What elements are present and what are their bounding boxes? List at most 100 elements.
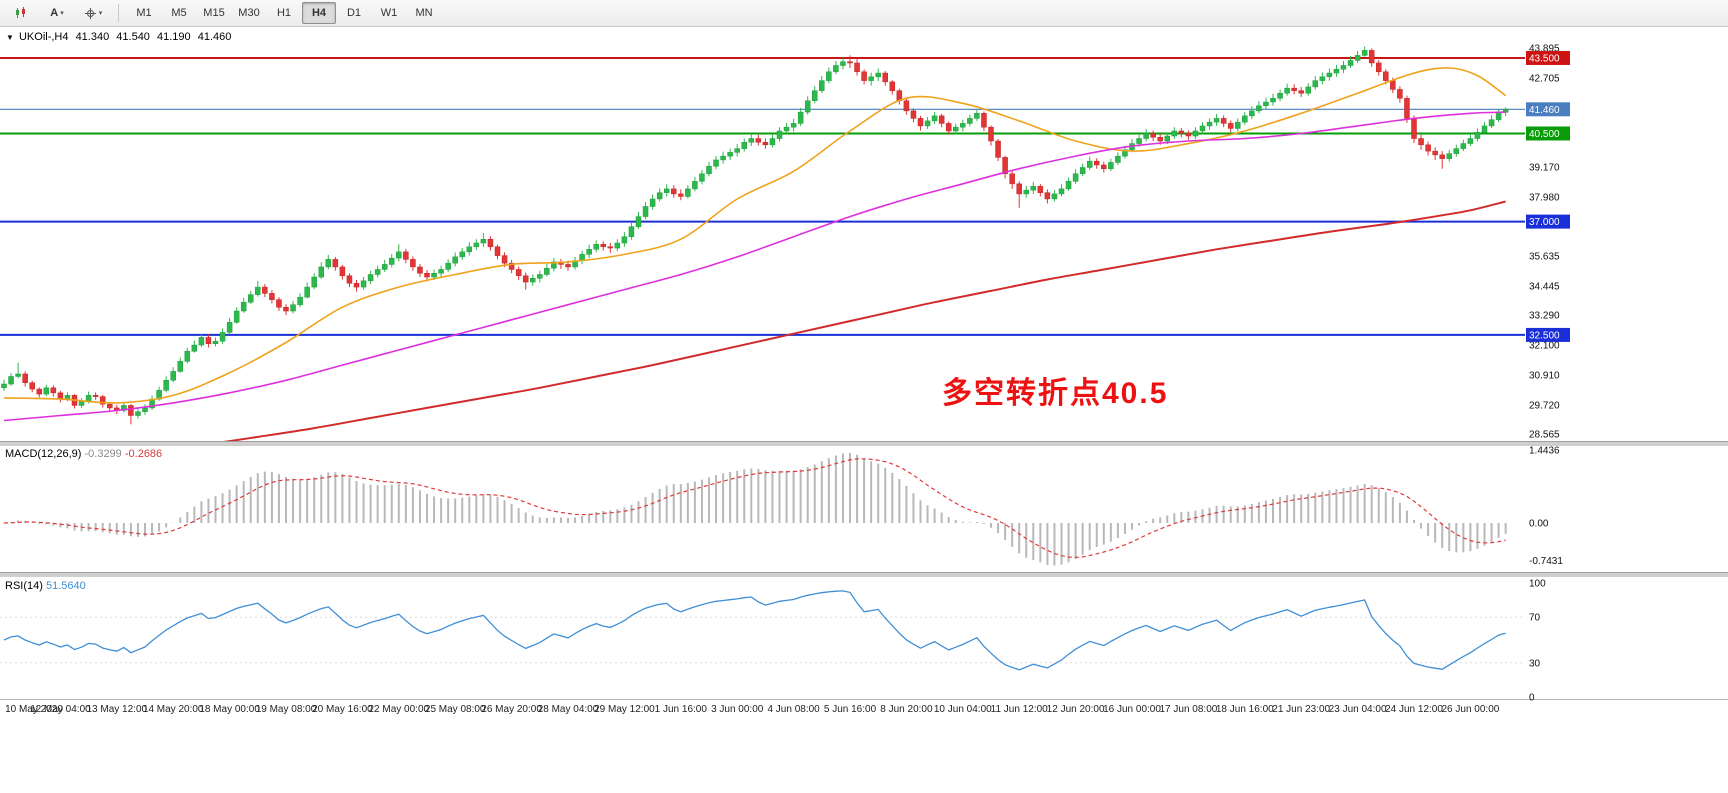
svg-text:1 Jun 16:00: 1 Jun 16:00: [655, 704, 708, 715]
svg-text:28 May 04:00: 28 May 04:00: [538, 704, 599, 715]
timeframe-button-m15[interactable]: M15: [203, 7, 225, 19]
svg-text:3 Jun 00:00: 3 Jun 00:00: [711, 704, 764, 715]
timeframe-group: M1 M5 M15 M30 H1 H4 D1 W1 MN: [127, 2, 441, 24]
svg-text:21 Jun 23:00: 21 Jun 23:00: [1272, 704, 1330, 715]
quote-close: 41.460: [197, 31, 232, 43]
top-toolbar: A ▾ ▾ M1 M5 M15 M30 H1 H4 D1 W1 MN: [0, 0, 1728, 27]
svg-text:4 Jun 08:00: 4 Jun 08:00: [767, 704, 820, 715]
svg-text:11 Jun 12:00: 11 Jun 12:00: [991, 704, 1049, 715]
ma-fast-orange: [3, 67, 1507, 404]
timeframe-button-h1[interactable]: H1: [276, 7, 292, 19]
quote-low: 41.190: [157, 31, 191, 43]
svg-text:100: 100: [1529, 579, 1546, 590]
svg-text:13 May 12:00: 13 May 12:00: [86, 704, 147, 715]
svg-text:30.910: 30.910: [1529, 370, 1560, 381]
quote-dropdown-icon[interactable]: ▼: [6, 33, 14, 42]
svg-text:29.720: 29.720: [1529, 400, 1560, 411]
quote-symbol-period: UKOil-,H4: [18, 31, 69, 43]
panel-separator[interactable]: [0, 572, 1728, 577]
svg-text:25 May 08:00: 25 May 08:00: [425, 704, 486, 715]
macd-signal-line: [3, 458, 1506, 559]
svg-text:-0.7431: -0.7431: [1529, 556, 1563, 567]
svg-text:34.445: 34.445: [1529, 281, 1560, 292]
svg-text:19 May 08:00: 19 May 08:00: [256, 704, 317, 715]
timeframe-button-w1[interactable]: W1: [380, 7, 398, 19]
svg-text:40.500: 40.500: [1529, 129, 1560, 140]
timeframe-button-h4[interactable]: H4: [302, 2, 336, 24]
svg-text:26 Jun 00:00: 26 Jun 00:00: [1441, 704, 1499, 715]
text-tool-button[interactable]: A ▾: [40, 2, 74, 24]
svg-text:8 Jun 20:00: 8 Jun 20:00: [880, 704, 933, 715]
chart-quote: ▼ UKOil-,H4 41.340 41.540 41.190 41.460: [6, 31, 235, 43]
svg-text:14 May 20:00: 14 May 20:00: [143, 704, 204, 715]
chart-icon: [16, 7, 25, 18]
svg-text:18 May 00:00: 18 May 00:00: [199, 704, 260, 715]
svg-text:29 May 12:00: 29 May 12:00: [594, 704, 655, 715]
svg-text:0: 0: [1529, 693, 1535, 704]
price-badge: 40.500: [1526, 126, 1570, 141]
svg-text:16 Jun 00:00: 16 Jun 00:00: [1103, 704, 1161, 715]
annotation-text: 多空转折点40.5: [942, 377, 1169, 410]
svg-text:43.895: 43.895: [1529, 44, 1560, 55]
svg-text:37.980: 37.980: [1529, 192, 1560, 203]
rsi-name: RSI(14): [5, 580, 43, 592]
macd-signal-value: -0.2686: [124, 448, 163, 460]
svg-text:23 Jun 04:00: 23 Jun 04:00: [1329, 704, 1387, 715]
svg-text:17 Jun 08:00: 17 Jun 08:00: [1159, 704, 1217, 715]
macd-main-value: -0.3299: [84, 448, 122, 460]
svg-text:0.00: 0.00: [1529, 519, 1549, 530]
timeframe-button-m5[interactable]: M5: [171, 7, 187, 19]
svg-text:18 Jun 16:00: 18 Jun 16:00: [1216, 704, 1274, 715]
timeframe-button-m1[interactable]: M1: [136, 7, 152, 19]
caret-down-icon: ▾: [98, 10, 103, 17]
svg-text:12 Jun 20:00: 12 Jun 20:00: [1047, 704, 1105, 715]
price-axis: 43.895 42.705 39.170 37.980 35.635 34.445 33.2…: [1529, 44, 1563, 704]
svg-text:10 Jun 04:00: 10 Jun 04:00: [934, 704, 992, 715]
price-badge: 32.500: [1526, 327, 1570, 342]
svg-text:22 May 00:00: 22 May 00:00: [368, 704, 429, 715]
svg-text:39.170: 39.170: [1529, 162, 1560, 173]
timeframe-button-d1[interactable]: D1: [346, 7, 362, 19]
svg-text:5 Jun 16:00: 5 Jun 16:00: [824, 704, 877, 715]
svg-text:32.100: 32.100: [1529, 340, 1560, 351]
svg-text:28.565: 28.565: [1529, 430, 1560, 441]
panel-separator[interactable]: [0, 441, 1728, 446]
svg-text:70: 70: [1529, 613, 1541, 624]
svg-text:43.500: 43.500: [1529, 53, 1560, 64]
svg-text:41.460: 41.460: [1529, 105, 1560, 116]
svg-text:20 May 16:00: 20 May 16:00: [312, 704, 373, 715]
rsi-indicator-label: RSI(14) 51.5640: [5, 580, 86, 592]
svg-text:10 May 2020: 10 May 2020: [5, 704, 63, 715]
svg-text:32.500: 32.500: [1529, 330, 1560, 341]
macd-histogram: [3, 453, 1507, 566]
text-tool-label: A: [50, 7, 59, 19]
rsi-value: 51.5640: [45, 580, 86, 592]
macd-name: MACD(12,26,9): [5, 448, 82, 460]
horizontal-lines: [0, 56, 1525, 336]
svg-text:30: 30: [1529, 658, 1541, 669]
crosshair-tool-button[interactable]: ▾: [76, 2, 110, 24]
toolbar-separator: [118, 4, 119, 22]
svg-text:35.635: 35.635: [1529, 251, 1560, 262]
price-badge: 41.460: [1526, 102, 1570, 117]
quote-high: 41.540: [116, 31, 150, 43]
price-badge: 43.500: [1526, 50, 1570, 65]
ma-slow-red: [223, 200, 1506, 441]
quote-open: 41.340: [75, 31, 110, 43]
svg-text:1.4436: 1.4436: [1529, 445, 1560, 456]
new-chart-button[interactable]: [4, 2, 38, 24]
crosshair-icon: [84, 7, 96, 19]
timeframe-button-mn[interactable]: MN: [415, 7, 433, 19]
svg-text:42.705: 42.705: [1529, 73, 1560, 84]
svg-text:33.290: 33.290: [1529, 311, 1560, 322]
timeframe-button-m30[interactable]: M30: [238, 7, 260, 19]
svg-text:24 Jun 12:00: 24 Jun 12:00: [1385, 704, 1443, 715]
svg-text:26 May 20:00: 26 May 20:00: [481, 704, 542, 715]
candles: [1, 46, 1509, 425]
rsi-line: [3, 590, 1506, 671]
svg-text:12 May 04:00: 12 May 04:00: [30, 704, 91, 715]
ma-mid-magenta: [3, 111, 1506, 422]
price-badge: 37.000: [1526, 214, 1570, 229]
